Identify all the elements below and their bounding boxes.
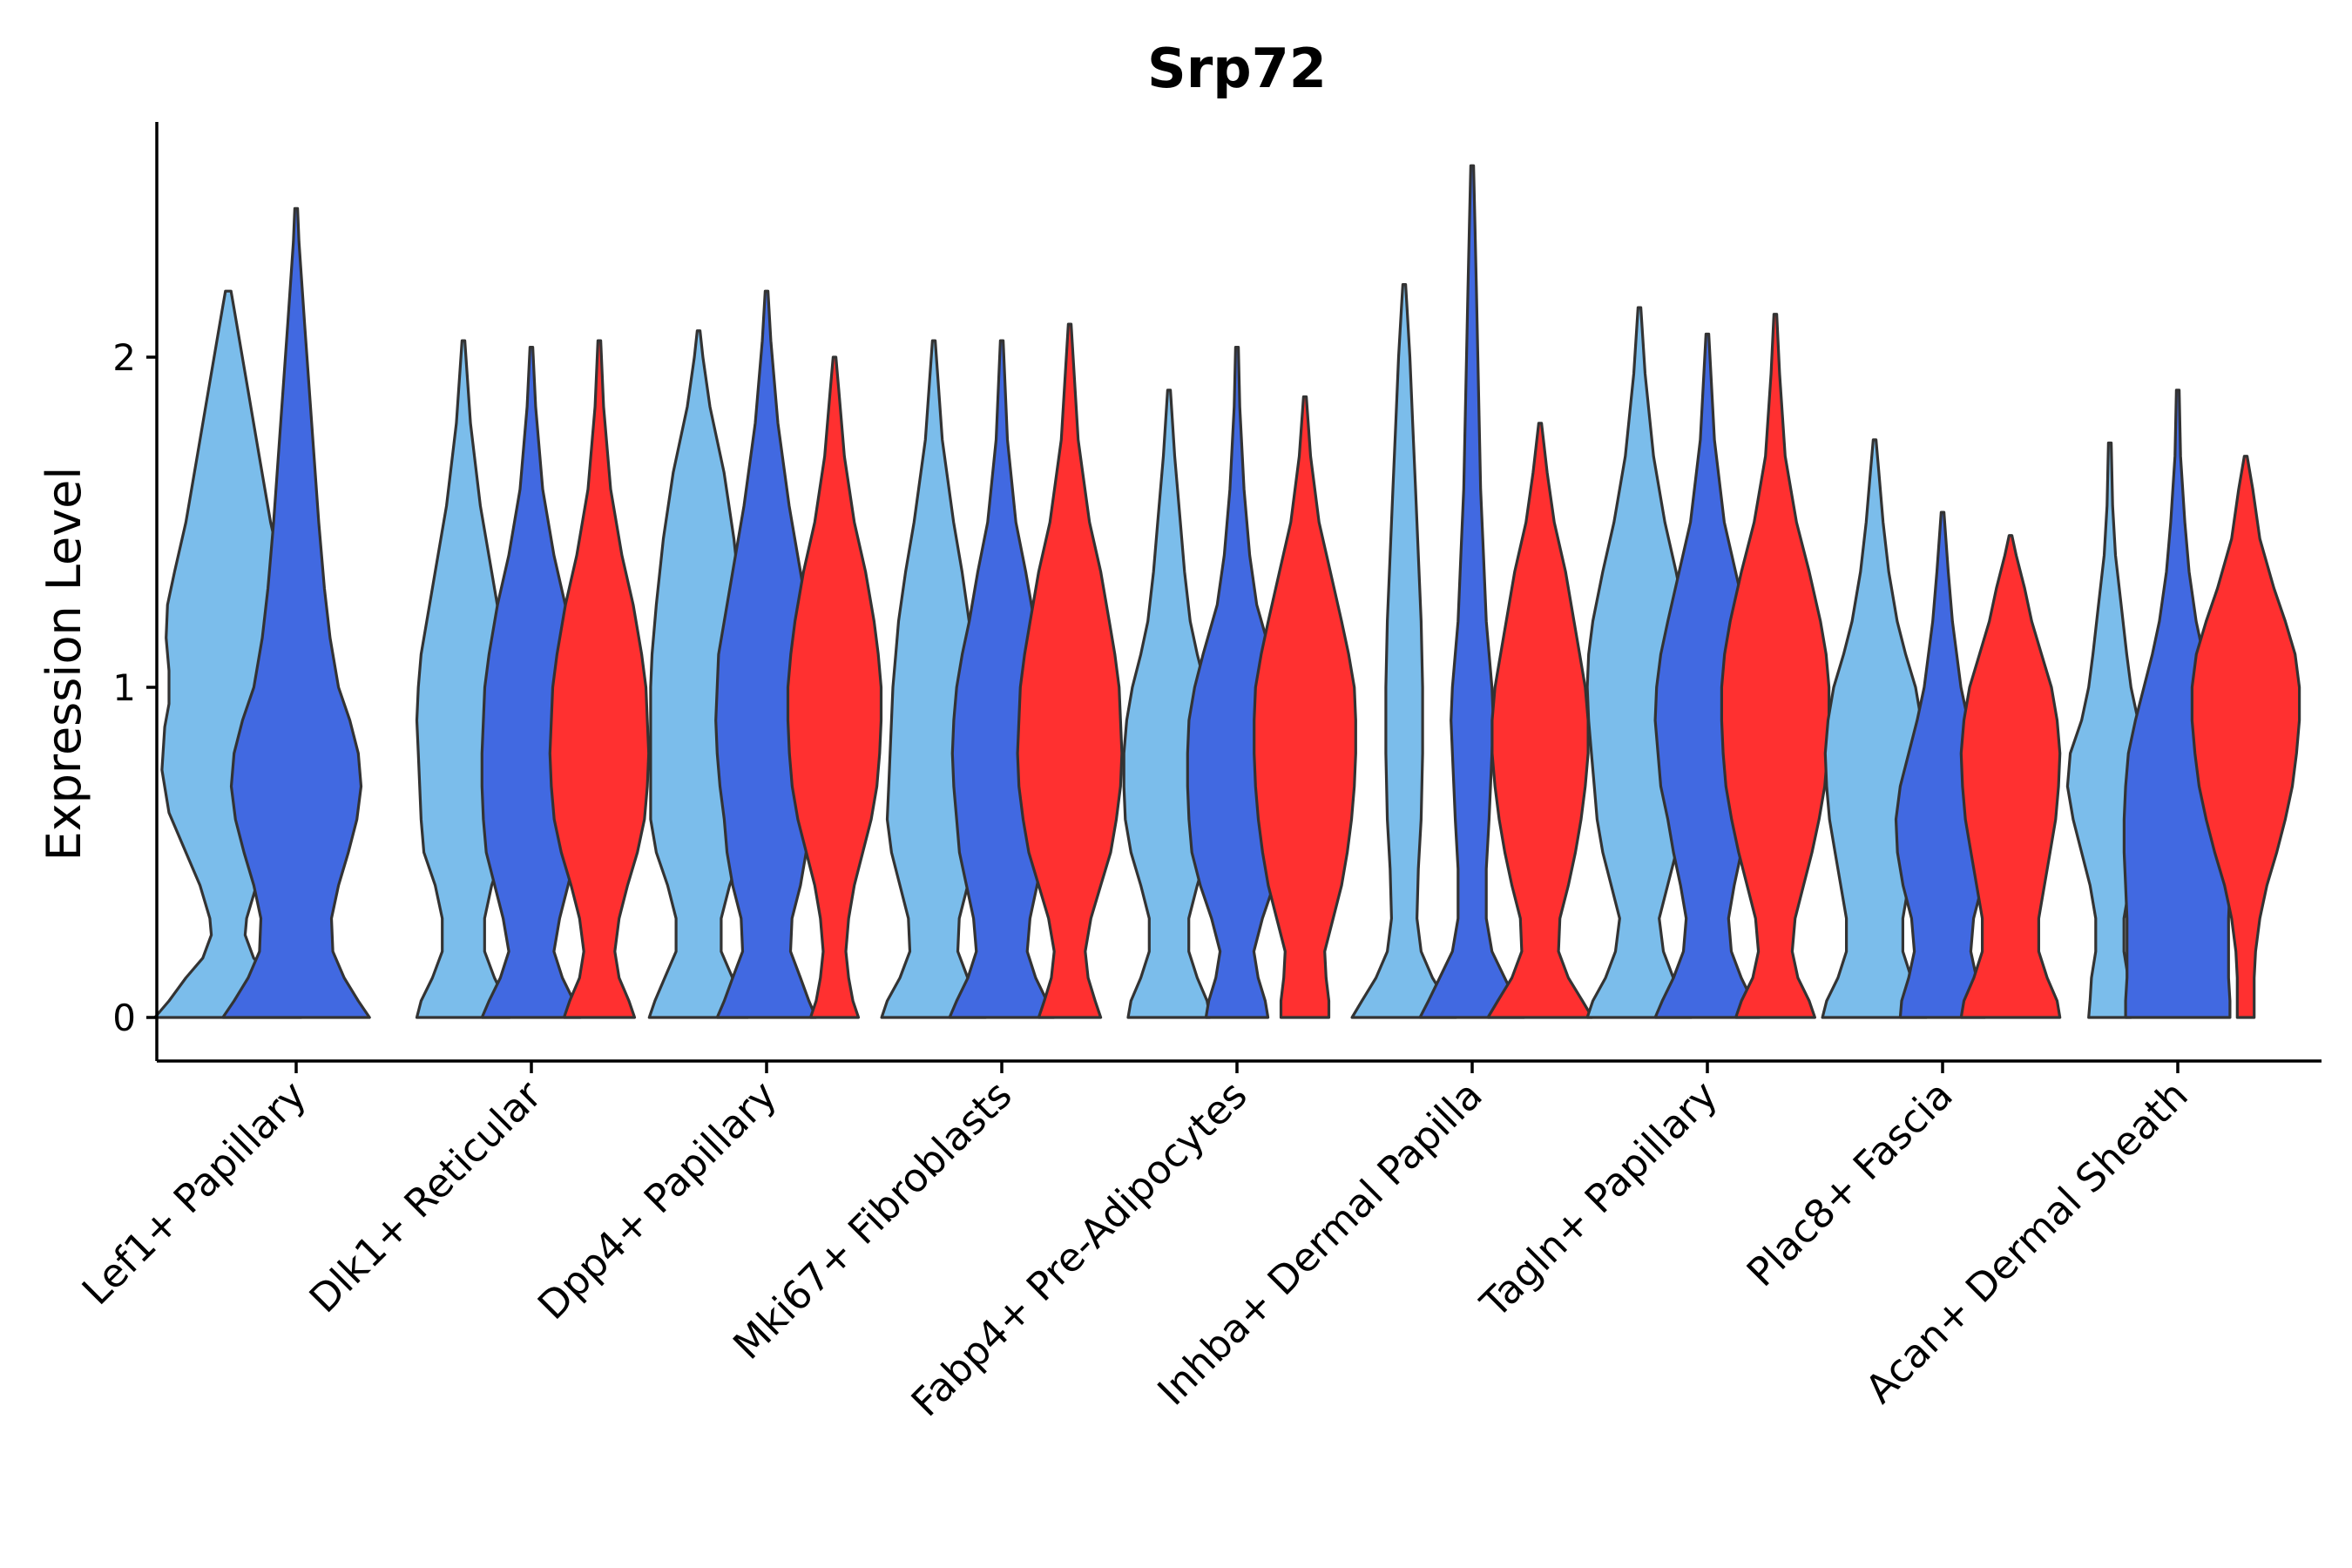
y-tick-label: 2 bbox=[112, 336, 136, 379]
violin-mki67-fibroblasts-s2 bbox=[1016, 322, 1124, 1019]
violin-plac8-fascia-s1 bbox=[1894, 510, 1991, 1019]
violin-inhba-dermal-papilla-s1 bbox=[1418, 164, 1526, 1019]
violin-layer bbox=[153, 164, 2301, 1019]
violin-plac8-fascia-s2 bbox=[1959, 534, 2062, 1019]
violin-dlk1-reticular-s2 bbox=[548, 339, 651, 1019]
chart-title: Srp72 bbox=[1147, 37, 1327, 100]
violin-inhba-dermal-papilla-s2 bbox=[1486, 422, 1594, 1019]
violin-fabp4-pre-adipocytes-s2 bbox=[1253, 395, 1357, 1019]
violin-tagln-papillary-s0 bbox=[1585, 306, 1693, 1019]
violin-lef1-papillary-s1 bbox=[221, 206, 371, 1019]
y-axis-label: Expression Level bbox=[37, 467, 91, 862]
violin-tagln-papillary-s2 bbox=[1720, 313, 1831, 1019]
violin-dpp4-papillary-s2 bbox=[786, 355, 883, 1019]
y-tick-label: 1 bbox=[112, 666, 136, 709]
y-axis: 0 1 2 bbox=[112, 122, 159, 1061]
violin-acan-dermal-sheath-s2 bbox=[2190, 455, 2301, 1019]
violin-dpp4-papillary-s1 bbox=[714, 289, 819, 1019]
violin-inhba-dermal-papilla-s0 bbox=[1350, 283, 1458, 1019]
y-tick-label: 0 bbox=[112, 997, 136, 1039]
violin-tagln-papillary-s1 bbox=[1653, 332, 1761, 1019]
